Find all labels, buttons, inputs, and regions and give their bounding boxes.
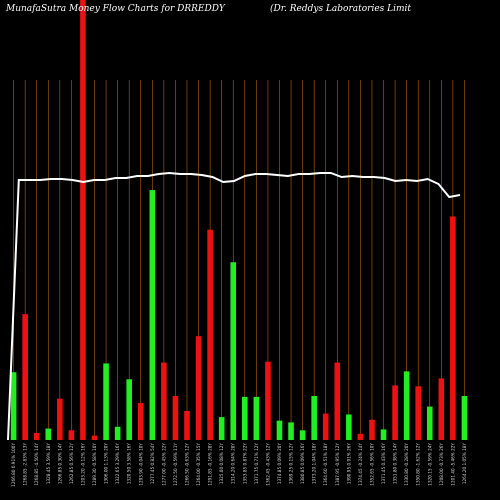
x-label-21: 1353.85 0.87% 22Y: [242, 443, 247, 485]
x-label-14: 1277.00 -0.45% 22Y: [161, 443, 166, 486]
bar-24: [276, 420, 283, 440]
bar-39: [450, 216, 456, 440]
bar-4: [45, 428, 52, 440]
bar-14: [161, 362, 167, 440]
bar-13: [149, 190, 156, 440]
bar-35: [403, 371, 410, 440]
x-label-18: 1291.85 -0.16% 28Y: [208, 443, 213, 486]
bar-31: [357, 433, 364, 440]
x-label-40: 1264.20 1.05% 18Y: [462, 443, 467, 485]
x-label-26: 1380.85 0.09% 16Y: [300, 443, 305, 485]
company-name: (Dr. Reddys Laboratories Limit: [270, 4, 412, 14]
money-flow-line: [7, 171, 461, 441]
x-label-29: 1387.95 -0.95% 12Y: [335, 443, 340, 486]
x-label-28: 1364.60 -0.51% 18Y: [323, 443, 328, 486]
x-label-17: 1264.00 -0.35% 15Y: [196, 443, 201, 486]
bar-11: [126, 379, 132, 440]
bar-22: [253, 396, 260, 440]
x-label-5: 1266.85 0.30% 14Y: [57, 443, 62, 485]
x-label-7: 1203.20 -0.12% 16Y: [80, 443, 85, 486]
bar-20: [230, 262, 237, 440]
bar-1: [10, 372, 17, 440]
x-label-36: 1350.80 -1.62% 12Y: [416, 443, 421, 486]
bar-2: [22, 314, 28, 440]
bar-15: [172, 396, 179, 440]
x-label-4: 1328.45 3.59% 18Y: [46, 443, 51, 485]
x-label-11: 1320.50 3.58% 16Y: [127, 443, 132, 485]
x-label-27: 1373.20 1.04% 18Y: [312, 443, 317, 485]
bar-21: [242, 396, 248, 440]
x-label-8: 1289.30 -0.58% 10Y: [92, 443, 97, 486]
x-label-25: 1369.25 0.15% 12Y: [289, 443, 294, 485]
x-label-19: 1325.00 0.08% 12Y: [219, 443, 224, 485]
bar-38: [438, 378, 445, 440]
bar-27: [311, 396, 317, 440]
x-label-34: 1351.80 0.38% 14Y: [393, 443, 398, 485]
bar-25: [288, 422, 294, 440]
bar-29: [334, 362, 341, 440]
bar-33: [380, 429, 387, 440]
x-label-33: 1371.45 0.43% 16Y: [381, 443, 386, 485]
bars-group: [10, 0, 468, 440]
bar-37: [426, 406, 433, 440]
x-label-15: 1272.50 -0.59% 11Y: [173, 443, 178, 486]
x-label-38: 1208.00 -0.73% 26Y: [439, 443, 444, 486]
bar-34: [392, 385, 398, 440]
bar-36: [415, 386, 421, 440]
bar-28: [322, 413, 329, 440]
x-label-24: 1374.85 0.09% 20Y: [277, 443, 282, 485]
x-label-39: 1201.40 -5.46% 22Y: [450, 443, 455, 486]
x-label-1: 1266.80 0.91% 100Y: [11, 443, 16, 487]
x-label-20: 1314.20 0.64% 28Y: [231, 443, 236, 485]
bar-6: [68, 430, 75, 440]
x-label-9: 1306.00 1.13% 20Y: [104, 443, 109, 485]
bar-26: [299, 430, 306, 440]
x-label-31: 1374.45 -0.24% 14Y: [358, 443, 363, 486]
x-label-32: 1352.65 -0.56% 10Y: [369, 443, 374, 486]
bar-10: [114, 426, 121, 440]
bar-8: [91, 435, 98, 440]
bar-17: [195, 336, 202, 440]
x-label-22: 1371.75 0.71% 12Y: [254, 443, 259, 485]
x-label-10: 1322.65 3.29% 16Y: [115, 443, 120, 485]
bar-5: [57, 398, 63, 440]
bar-40: [461, 396, 468, 440]
bar-32: [369, 419, 375, 440]
bar-7: [80, 0, 86, 440]
x-label-30: 1390.95 0.91% 26Y: [346, 443, 351, 485]
bar-19: [218, 417, 225, 440]
x-label-6: 1262.85 0.56% 12Y: [69, 443, 74, 485]
x-label-3: 1268.85 -4.50% 14Y: [34, 443, 39, 486]
chart-title: MunafaSutra Money Flow Charts for DRREDD…: [6, 4, 225, 14]
x-label-12: 1293.90 -0.04% 10Y: [138, 443, 143, 486]
x-axis-labels: 1266.80 0.91% 100Y 1268.85 -2.83% 13Y 1268…: [11, 443, 467, 487]
x-label-37: 1320.15 -0.59% 24Y: [427, 443, 432, 486]
bar-16: [184, 410, 190, 440]
bar-18: [207, 229, 213, 440]
bar-9: [103, 363, 109, 440]
bar-3: [33, 432, 40, 440]
bar-23: [265, 361, 271, 440]
x-label-16: 1266.50 -0.63% 12Y: [185, 443, 190, 486]
x-label-13: 1277.45 0.82% 54Y: [150, 443, 155, 485]
bar-30: [346, 414, 352, 440]
x-label-23: 1362.45 -0.43% 12Y: [265, 443, 270, 486]
x-label-35: 1330.80 -0.28% 20Y: [404, 443, 409, 486]
bar-12: [137, 403, 144, 440]
x-label-2: 1268.85 -2.83% 13Y: [23, 443, 28, 486]
